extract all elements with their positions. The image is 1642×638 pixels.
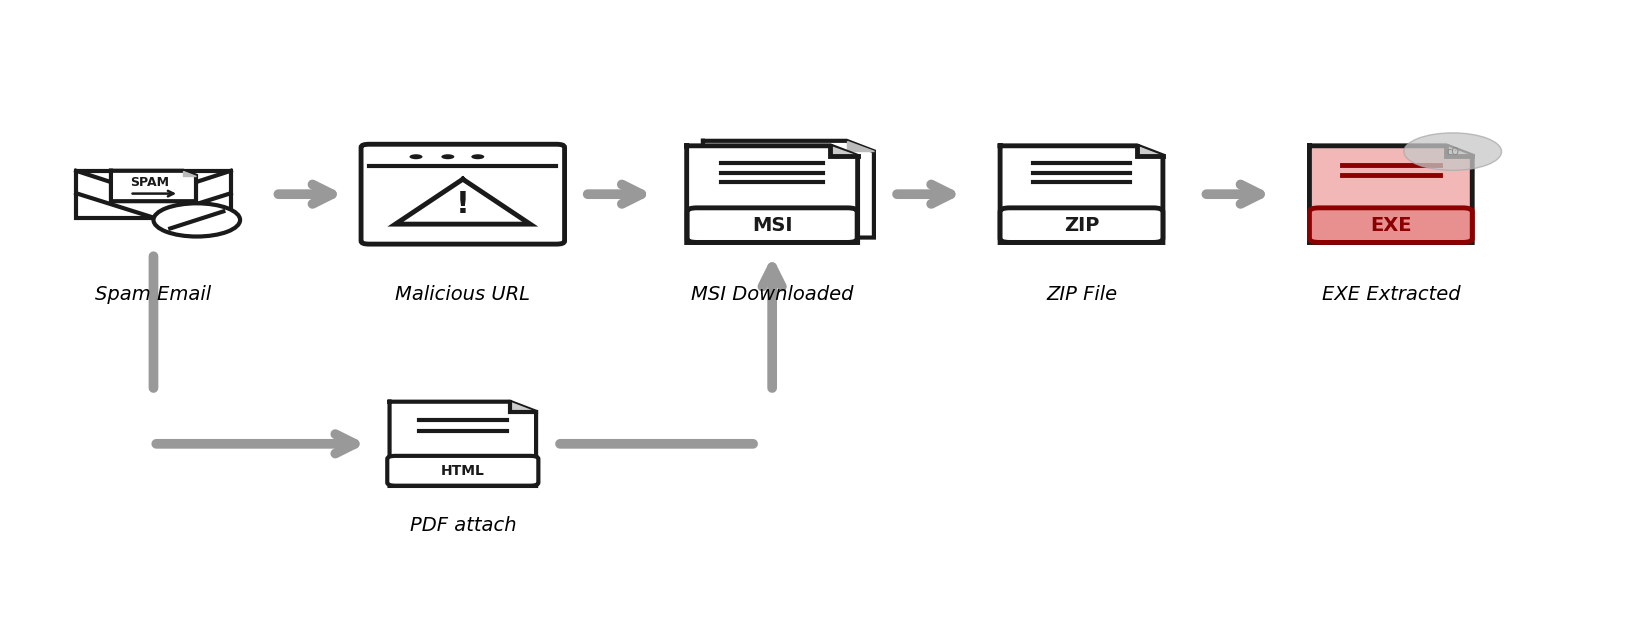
Circle shape: [442, 154, 455, 160]
Text: cʘ: cʘ: [1447, 147, 1460, 156]
Circle shape: [471, 154, 484, 160]
Polygon shape: [1000, 146, 1163, 242]
Text: HTML: HTML: [442, 464, 484, 478]
FancyBboxPatch shape: [1309, 208, 1473, 242]
FancyBboxPatch shape: [1000, 208, 1163, 242]
Circle shape: [1404, 133, 1501, 170]
Text: MSI Downloaded: MSI Downloaded: [691, 285, 854, 304]
Text: EXE: EXE: [1369, 216, 1412, 235]
FancyBboxPatch shape: [686, 208, 857, 242]
Polygon shape: [184, 171, 195, 175]
Text: ZIP File: ZIP File: [1046, 285, 1117, 304]
Polygon shape: [703, 141, 874, 237]
Text: Spam Email: Spam Email: [95, 285, 212, 304]
Polygon shape: [1136, 146, 1163, 156]
Polygon shape: [1447, 146, 1473, 156]
Text: !: !: [456, 190, 470, 219]
Polygon shape: [831, 146, 857, 156]
Polygon shape: [509, 402, 535, 412]
FancyBboxPatch shape: [361, 144, 565, 244]
Text: Malicious URL: Malicious URL: [396, 285, 530, 304]
Polygon shape: [686, 146, 857, 242]
Text: EXE Extracted: EXE Extracted: [1322, 285, 1460, 304]
Polygon shape: [112, 171, 195, 201]
Text: PDF attach: PDF attach: [409, 516, 516, 535]
Text: SPAM: SPAM: [130, 177, 169, 189]
Text: ZIP: ZIP: [1064, 216, 1098, 235]
Text: MSI: MSI: [752, 216, 793, 235]
Polygon shape: [1309, 146, 1473, 242]
FancyBboxPatch shape: [388, 456, 539, 486]
FancyBboxPatch shape: [76, 171, 232, 218]
Circle shape: [153, 204, 240, 237]
Polygon shape: [389, 402, 535, 486]
Circle shape: [409, 154, 422, 160]
Polygon shape: [847, 141, 874, 151]
Polygon shape: [396, 179, 530, 224]
